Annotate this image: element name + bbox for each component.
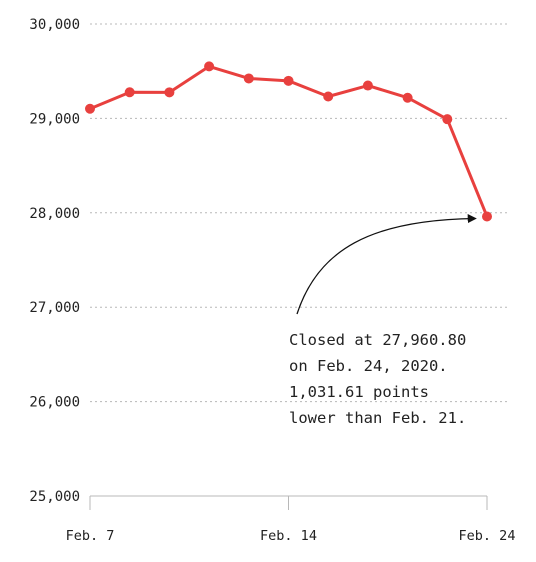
y-axis-tick-labels: 25,000 26,000 27,000 28,000 29,000 30,000 <box>29 17 80 505</box>
annotation-text: Closed at 27,960.80 on Feb. 24, 2020. 1,03… <box>289 331 466 427</box>
data-point <box>402 92 413 103</box>
data-point <box>85 103 95 114</box>
x-axis-tick-labels: Feb. 7 Feb. 14 Feb. 24 <box>66 496 516 544</box>
annotation-line: Closed at 27,960.80 <box>289 331 466 349</box>
data-point <box>204 61 215 72</box>
x-tick-label: Feb. 14 <box>260 528 317 544</box>
x-tick-label: Feb. 7 <box>66 528 115 544</box>
series-line <box>89 64 489 218</box>
data-point <box>362 80 373 91</box>
data-point <box>323 91 334 102</box>
annotation-line: 1,031.61 points <box>289 383 429 401</box>
data-point <box>482 211 492 222</box>
annotation: Closed at 27,960.80 on Feb. 24, 2020. 1,03… <box>289 214 477 427</box>
y-tick-label: 29,000 <box>29 111 80 127</box>
series <box>85 61 492 222</box>
data-point <box>164 87 175 98</box>
y-tick-label: 25,000 <box>29 489 80 505</box>
x-tick-label: Feb. 24 <box>459 528 516 544</box>
y-tick-label: 28,000 <box>29 206 80 222</box>
annotation-line: lower than Feb. 21. <box>289 409 466 427</box>
y-tick-label: 26,000 <box>29 395 80 411</box>
annotation-line: on Feb. 24, 2020. <box>289 357 448 375</box>
data-point <box>243 73 254 84</box>
data-point <box>124 87 135 98</box>
y-tick-label: 27,000 <box>29 300 80 316</box>
y-tick-label: 30,000 <box>29 17 80 33</box>
data-point <box>442 114 453 125</box>
data-point <box>283 75 294 86</box>
gridlines <box>90 23 510 403</box>
annotation-arrow <box>296 214 477 315</box>
